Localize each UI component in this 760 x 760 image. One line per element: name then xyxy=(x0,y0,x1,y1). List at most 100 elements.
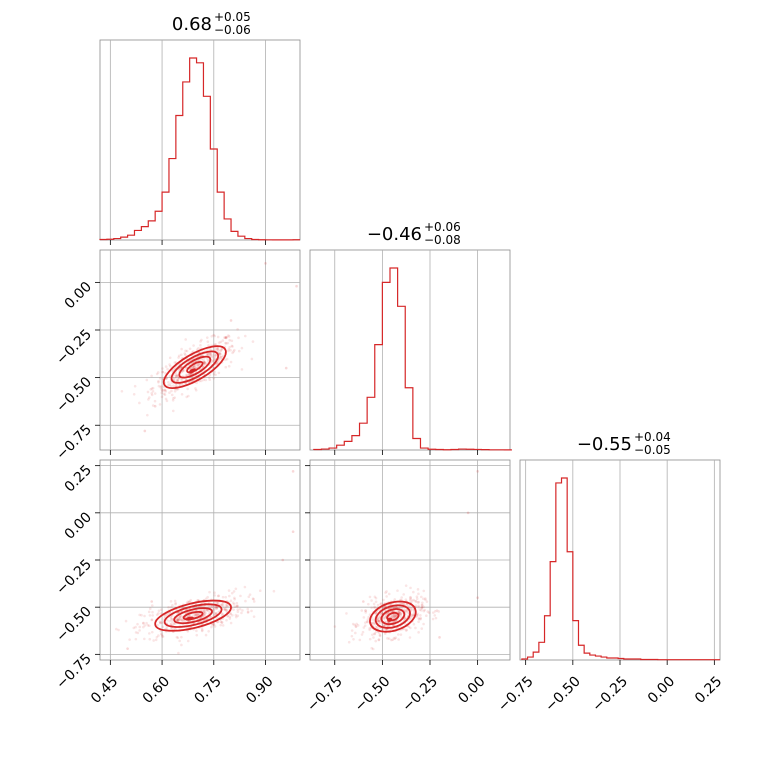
pair-0-1-sample-262 xyxy=(171,409,175,413)
pair-0-2-sample-351 xyxy=(203,609,207,613)
pair-0-2-sample-333 xyxy=(213,591,216,595)
pair-0-2-sample-237 xyxy=(193,613,197,616)
pair-0-1-sample-3 xyxy=(198,362,202,365)
pair-1-2-contour-1 xyxy=(374,604,411,629)
pair-0-2-sample-396 xyxy=(150,630,154,634)
pair-0-1-sample-349 xyxy=(219,352,222,356)
pair-0-1-peak xyxy=(188,368,196,374)
pair-0-2-sample-496 xyxy=(235,601,239,605)
pair-1-2-sample-127 xyxy=(410,606,413,610)
pair-1-2-sample-146 xyxy=(422,605,425,609)
pair-0-2-sample-234 xyxy=(208,590,211,594)
pair-1-2-sample-86 xyxy=(364,609,368,612)
pair-0-2-sample-431 xyxy=(152,639,155,642)
pair-0-1-sample-317 xyxy=(168,364,172,368)
pair-1-2-sample-381 xyxy=(400,607,404,610)
pair-1-2-sample-41 xyxy=(360,609,364,612)
pair-0-2-sample-207 xyxy=(238,607,242,611)
pair-0-1-sample-233 xyxy=(197,347,200,350)
pair-1-2-sample-110 xyxy=(385,612,388,616)
pair-1-2-sample-440 xyxy=(417,631,420,634)
pair-0-2-sample-242 xyxy=(169,622,173,626)
pair-0-2-sample-503 xyxy=(233,605,237,609)
pair-1-2-sample-329 xyxy=(374,600,378,604)
pair-0-1-sample-42 xyxy=(157,384,161,388)
pair-1-2-sample-503 xyxy=(407,604,410,607)
pair-1-2-sample-51 xyxy=(410,599,414,602)
pair-1-2-sample-454 xyxy=(417,604,420,608)
pair-1-2-sample-386 xyxy=(383,624,387,627)
pair-0-2-sample-454 xyxy=(194,613,198,616)
pair-0-1-sample-319 xyxy=(164,397,168,401)
pair-1-2-contour-0 xyxy=(369,600,417,633)
pair-0-2-sample-45 xyxy=(251,597,255,601)
pair-0-2-sample-327 xyxy=(198,612,201,616)
pair-0-1-sample-260 xyxy=(230,339,234,343)
pair-1-2-sample-160 xyxy=(368,626,371,630)
pair-1-2-sample-90 xyxy=(371,647,375,651)
pair-1-2-sample-84 xyxy=(405,628,408,632)
pair-1-2-sample-229 xyxy=(383,617,386,620)
pair-0-2-sample-11 xyxy=(252,615,256,618)
pair-0-2-sample-40 xyxy=(225,603,229,607)
pair-1-2-sample-347 xyxy=(393,615,396,618)
pair-0-2-sample-228 xyxy=(221,612,224,616)
xtick-label-p1-1: −0.50 xyxy=(352,673,394,715)
pair-0-1-sample-138 xyxy=(209,353,213,356)
pair-0-1-sample-115 xyxy=(160,395,164,399)
pair-0-1-sample-451 xyxy=(243,334,247,338)
pair-1-2-sample-169 xyxy=(398,610,401,613)
pair-1-2-sample-349 xyxy=(397,633,400,636)
pair-0-1-sample-186 xyxy=(229,360,233,364)
pair-1-2-sample-225 xyxy=(395,614,398,617)
pair-0-2-sample-5 xyxy=(213,625,217,628)
pair-1-2-sample-482 xyxy=(397,610,401,614)
pair-0-2-sample-12 xyxy=(221,613,224,616)
xtick-label-p0-3: 0.90 xyxy=(243,673,276,706)
pair-0-2-sample-155 xyxy=(202,609,206,613)
pair-1-2-sample-483 xyxy=(368,637,372,641)
param-title-0: 0.68 +0.05−0.06 xyxy=(172,10,251,37)
pair-0-2-sample-397 xyxy=(172,622,175,626)
pair-1-2-sample-397 xyxy=(420,627,424,630)
pair-0-2-sample-264 xyxy=(229,621,233,625)
pair-0-2-sample-456 xyxy=(176,619,180,622)
pair-1-2-sample-21 xyxy=(370,599,373,602)
pair-0-1-sample-254 xyxy=(184,353,187,357)
pair-0-1-sample-352 xyxy=(196,365,200,368)
pair-0-1-sample-336 xyxy=(215,347,219,350)
pair-0-1-sample-160 xyxy=(157,379,160,383)
pair-1-2-sample-277 xyxy=(386,637,389,640)
pair-0-2-sample-17 xyxy=(179,614,183,618)
pair-0-1-sample-193 xyxy=(205,348,209,352)
pair-0-1-sample-480 xyxy=(214,373,217,377)
ytick-label-p1-row1-3: 0.00 xyxy=(62,279,95,312)
pair-1-2-sample-332 xyxy=(415,595,419,598)
pair-0-2-sample-39 xyxy=(151,610,154,614)
pair-1-2-sample-216 xyxy=(414,599,417,603)
pair-0-2-sample-262 xyxy=(219,623,223,627)
pair-0-1-sample-367 xyxy=(184,338,187,341)
pair-0-1-sample-497 xyxy=(158,403,162,406)
pair-1-2-sample-375 xyxy=(371,633,374,637)
pair-0-1-sample-204 xyxy=(155,372,159,376)
pair-1-2-sample-481 xyxy=(364,621,367,624)
pair-1-2-sample-281 xyxy=(416,614,419,617)
pair-0-2-sample-368 xyxy=(179,618,183,622)
pair-1-2-sample-492 xyxy=(416,601,420,604)
pair-1-2-sample-447 xyxy=(393,615,396,619)
pair-1-2-sample-72 xyxy=(377,619,380,623)
pair-0-1-sample-187 xyxy=(210,355,214,359)
pair-0-1-sample-296 xyxy=(180,353,183,357)
pair-0-2-sample-51 xyxy=(243,585,247,589)
pair-0-1-sample-422 xyxy=(191,365,194,369)
pair-1-2-sample-151 xyxy=(410,614,413,618)
pair-0-2-sample-308 xyxy=(228,594,231,598)
pair-0-2-sample-149 xyxy=(160,635,164,638)
panels-layer: −0.75 −0.50 −0.25 0.00 0.25−0.75−0.50−0.250.… xyxy=(53,39,725,715)
ytick-label-p2-row2-3: 0.00 xyxy=(62,509,95,542)
pair-1-2-sample-24 xyxy=(370,606,373,610)
pair-0-2-sample-294 xyxy=(150,618,153,622)
pair-1-2-sample-408 xyxy=(366,618,370,621)
pair-0-1-sample-372 xyxy=(183,369,186,372)
